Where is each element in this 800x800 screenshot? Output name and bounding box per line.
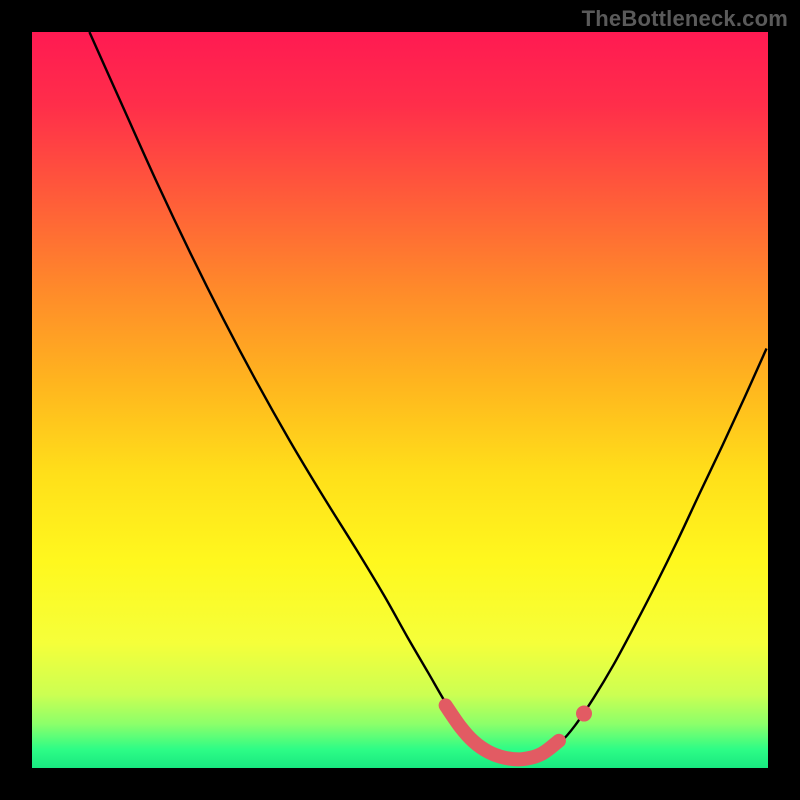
gradient-background bbox=[32, 32, 768, 768]
watermark-text: TheBottleneck.com bbox=[582, 6, 788, 32]
optimal-range-endpoint bbox=[576, 706, 592, 722]
bottleneck-curve-chart bbox=[32, 32, 768, 768]
plot-area bbox=[32, 32, 768, 768]
chart-frame: TheBottleneck.com bbox=[0, 0, 800, 800]
